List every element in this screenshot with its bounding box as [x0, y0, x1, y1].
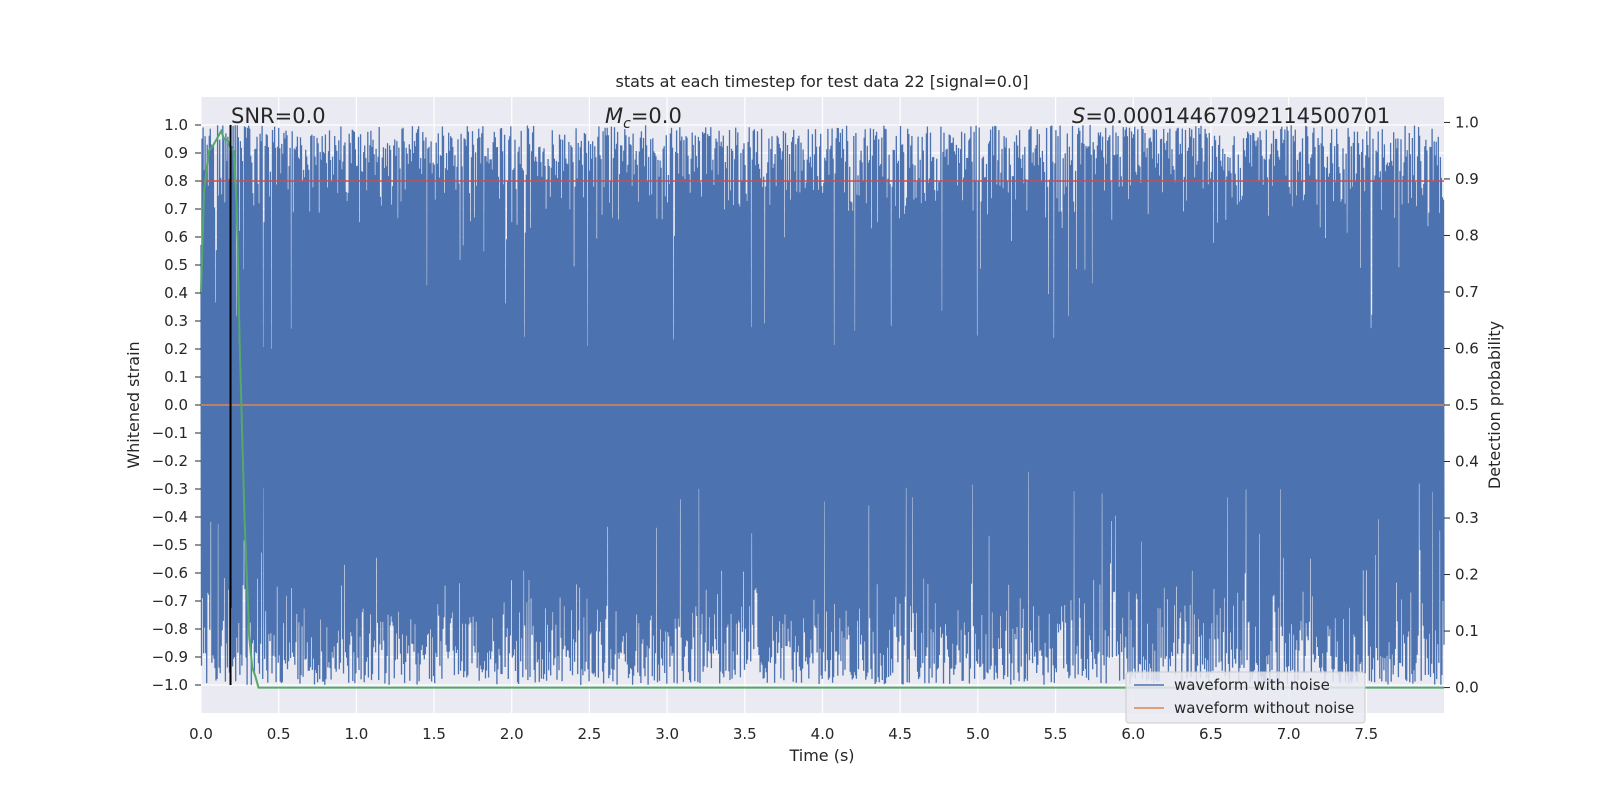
y-tick-label-left: −0.1 — [152, 424, 188, 442]
y-tick-label-right: 1.0 — [1455, 113, 1479, 131]
y-tick-label-left: −0.6 — [152, 564, 188, 582]
y-tick-label-left: −1.0 — [152, 676, 188, 694]
y-axis-label-left: Whitened strain — [124, 341, 143, 468]
y-tick-label-right: 0.1 — [1455, 622, 1479, 640]
y-tick-label-left: −0.3 — [152, 480, 188, 498]
legend-label-clean: waveform without noise — [1174, 699, 1354, 717]
y-tick-label-right: 0.3 — [1455, 509, 1479, 527]
legend-box — [1125, 671, 1366, 724]
y-tick-label-right: 0.9 — [1455, 170, 1479, 188]
y-tick-label-right: 0.4 — [1455, 453, 1479, 471]
y-tick-label-left: −0.2 — [152, 452, 188, 470]
y-tick-label-left: 1.0 — [164, 116, 188, 134]
y-tick-label-left: 0.3 — [164, 312, 188, 330]
y-tick-label-right: 0.8 — [1455, 226, 1479, 244]
x-tick-label: 6.5 — [1199, 725, 1223, 743]
s-annotation: S=0.00014467092114500701 — [1072, 104, 1390, 128]
x-tick-label: 1.0 — [344, 725, 368, 743]
x-tick-label: 5.0 — [966, 725, 990, 743]
y-tick-label-right: 0.6 — [1455, 339, 1479, 357]
y-tick-label-left: 0.4 — [164, 284, 188, 302]
snr-annotation: SNR=0.0 — [231, 104, 326, 128]
y-tick-label-left: 0.0 — [164, 396, 188, 414]
x-tick-label: 6.0 — [1121, 725, 1145, 743]
y-tick-label-left: 0.6 — [164, 228, 188, 246]
y-tick-label-left: 0.2 — [164, 340, 188, 358]
x-tick-label: 3.5 — [733, 725, 757, 743]
y-tick-label-left: 0.5 — [164, 256, 188, 274]
left-y-ticks: 1.0 0.9 0.8 0.7 0.6 0.5 0.4 0.3 0.2 0.1 0.0 −0.1 −0.… — [152, 116, 201, 694]
y-tick-label-right: 0.7 — [1455, 283, 1479, 301]
y-tick-label-right: 0.5 — [1455, 396, 1479, 414]
y-tick-label-left: −0.9 — [152, 648, 188, 666]
noise-waveform-path — [200, 124, 1445, 686]
y-tick-label-right: 0.2 — [1455, 566, 1479, 584]
x-tick-label: 0.5 — [267, 725, 291, 743]
x-ticks: 0.0 0.5 1.0 1.5 2.0 2.5 3.0 3.5 4.0 4.5 5.0 5.5 6.0 6… — [189, 725, 1378, 743]
y-tick-label-right: 0.0 — [1455, 679, 1479, 697]
y-tick-label-left: −0.4 — [152, 508, 188, 526]
right-y-ticks: 1.0 0.9 0.8 0.7 0.6 0.5 0.4 0.3 0.2 0.1 0.0 — [1444, 113, 1479, 697]
legend: waveform with noise waveform without noi… — [1125, 671, 1366, 724]
legend-label-noise: waveform with noise — [1174, 676, 1330, 694]
chart-title: stats at each timestep for test data 22 … — [616, 72, 1029, 91]
x-tick-label: 3.0 — [655, 725, 679, 743]
y-axis-label-right: Detection probability — [1485, 321, 1504, 489]
y-tick-label-left: 0.7 — [164, 200, 188, 218]
chirp-mass-annotation: Mc=0.0 — [605, 104, 682, 132]
x-tick-label: 2.0 — [500, 725, 524, 743]
noise-series — [200, 124, 1445, 686]
y-tick-label-left: 0.1 — [164, 368, 188, 386]
x-tick-label: 5.5 — [1044, 725, 1068, 743]
x-tick-label: 1.5 — [422, 725, 446, 743]
y-tick-label-left: −0.7 — [152, 592, 188, 610]
x-tick-label: 7.5 — [1354, 725, 1378, 743]
x-tick-label: 2.5 — [578, 725, 602, 743]
x-tick-label: 0.0 — [189, 725, 213, 743]
x-axis-label: Time (s) — [788, 746, 854, 765]
y-tick-label-left: −0.8 — [152, 620, 188, 638]
detection-probability-line — [200, 128, 1444, 689]
x-tick-label: 7.0 — [1277, 725, 1301, 743]
y-tick-label-left: 0.9 — [164, 144, 188, 162]
y-tick-label-left: −0.5 — [152, 536, 188, 554]
y-tick-label-left: 0.8 — [164, 172, 188, 190]
x-tick-label: 4.5 — [888, 725, 912, 743]
x-tick-label: 4.0 — [811, 725, 835, 743]
